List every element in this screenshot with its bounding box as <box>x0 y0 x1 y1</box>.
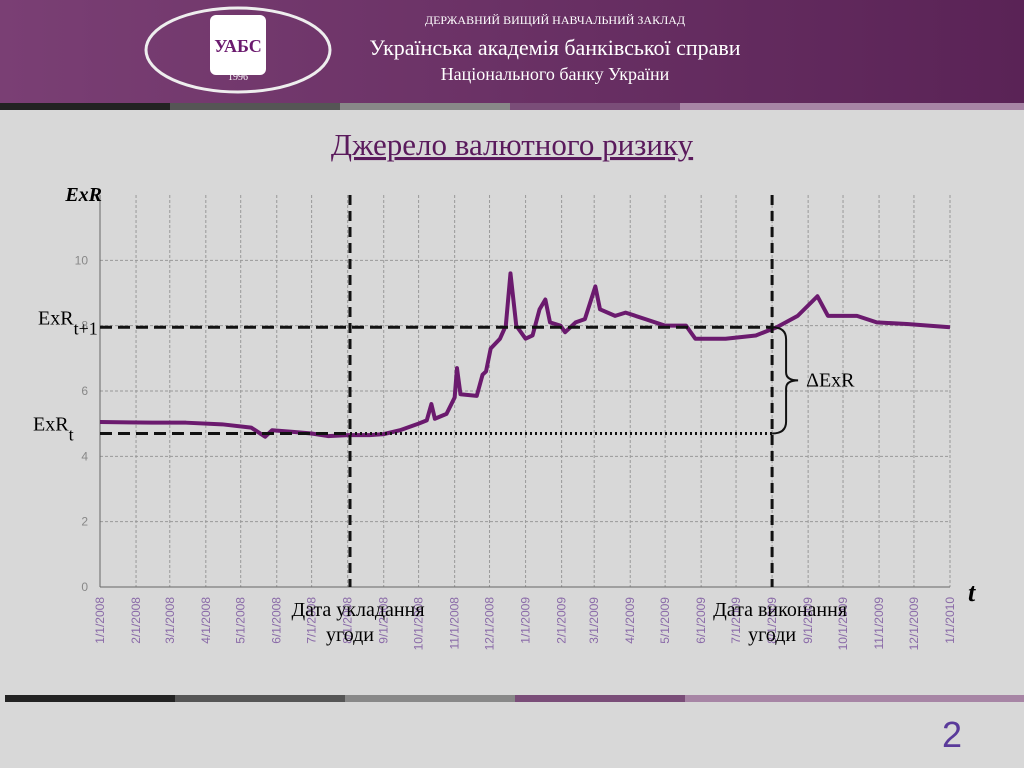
x-tick-label: 5/1/2008 <box>234 597 248 644</box>
strip <box>685 695 1024 702</box>
date-label: угоди <box>748 624 796 646</box>
x-tick-label: 3/1/2008 <box>163 597 177 644</box>
x-tick-label: 11/1/2008 <box>448 597 462 650</box>
logo: УАБС 1996 <box>144 6 332 94</box>
strip <box>175 695 345 702</box>
slide-title: Джерело валютного ризику <box>331 127 694 162</box>
y-tick-label: 10 <box>75 253 89 267</box>
x-tick-label: 8/1/2009 <box>765 597 779 644</box>
y-tick-label: 0 <box>81 580 88 594</box>
delta-brace <box>772 326 799 435</box>
date-label: угоди <box>326 624 374 646</box>
x-tick-label: 10/1/2008 <box>412 597 426 651</box>
x-tick-label: 10/1/2009 <box>836 597 850 651</box>
header-band <box>0 0 1024 103</box>
header-pretitle: ДЕРЖАВНИЙ ВИЩИЙ НАВЧАЛЬНИЙ ЗАКЛАД <box>425 13 685 27</box>
logo-year: 1996 <box>228 72 248 83</box>
x-tick-label: 1/1/2008 <box>93 597 107 644</box>
data-line <box>99 271 951 439</box>
x-tick-label: 9/1/2008 <box>377 597 391 644</box>
x-tick-label: 1/1/2009 <box>519 597 533 644</box>
y-axis-label: ExR <box>64 184 102 206</box>
x-tick-label: 7/1/2009 <box>729 597 743 644</box>
strip <box>0 103 170 110</box>
x-tick-label: 1/1/2010 <box>943 597 957 644</box>
strip <box>345 695 515 702</box>
page-number: 2 <box>942 714 962 755</box>
level-subscript: t+1 <box>74 318 98 338</box>
x-tick-label: 2/1/2008 <box>129 597 143 644</box>
strip <box>515 695 685 702</box>
level-label: ExRt <box>33 413 74 444</box>
x-tick-label: 3/1/2009 <box>587 597 601 644</box>
x-tick-label: 4/1/2009 <box>623 597 637 644</box>
x-tick-label: 12/1/2009 <box>907 597 921 651</box>
y-tick-label: 6 <box>81 384 88 398</box>
y-tick-label: 4 <box>81 449 88 463</box>
x-tick-label: 5/1/2009 <box>658 597 672 644</box>
x-tick-label: 11/1/2009 <box>872 597 886 650</box>
level-name: ExR <box>33 413 69 435</box>
strip <box>680 103 1024 110</box>
x-tick-label: 2/1/2009 <box>555 597 569 644</box>
x-tick-label: 9/1/2009 <box>801 597 815 644</box>
delta-label: ΔExR <box>806 369 855 391</box>
x-tick-label: 8/1/2008 <box>341 597 355 644</box>
date-label: Дата виконання <box>713 599 847 621</box>
y-tick-label: 2 <box>81 515 88 529</box>
strip <box>170 103 340 110</box>
header-subtitle: Національного банку України <box>441 64 670 84</box>
x-tick-label: 6/1/2009 <box>694 597 708 644</box>
header-title: Українська академія банківської справи <box>369 35 740 60</box>
strip <box>510 103 680 110</box>
x-tick-label: 7/1/2008 <box>305 597 319 644</box>
level-name: ExR <box>38 307 74 329</box>
level-label: ExRt+1 <box>38 307 98 338</box>
x-tick-label: 6/1/2008 <box>270 597 284 644</box>
date-label: Дата укладання <box>291 599 424 621</box>
x-tick-label: 12/1/2008 <box>483 597 497 651</box>
strip <box>5 695 175 702</box>
x-axis-label: t <box>968 578 976 607</box>
y-tick-label: 8 <box>81 319 88 333</box>
level-subscript: t <box>69 424 74 444</box>
strip <box>340 103 510 110</box>
x-tick-label: 4/1/2008 <box>199 597 213 644</box>
logo-text: УАБС <box>214 36 262 56</box>
